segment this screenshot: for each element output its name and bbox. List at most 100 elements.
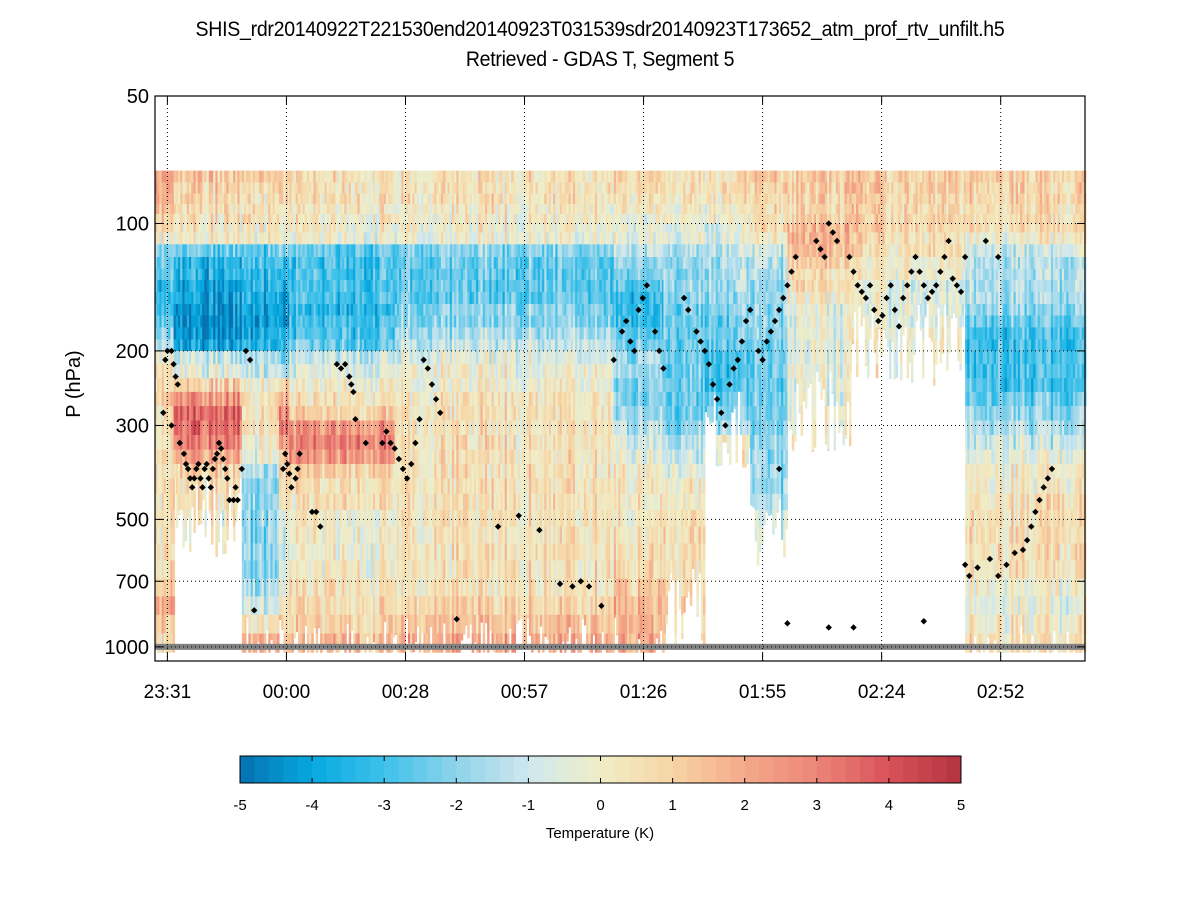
heatmap-cell xyxy=(447,339,450,352)
heatmap-cell xyxy=(335,193,338,205)
heatmap-cell xyxy=(339,315,343,328)
heatmap-cell xyxy=(204,526,207,538)
heatmap-cell xyxy=(309,478,312,495)
heatmap-cell xyxy=(259,526,262,544)
heatmap-cell xyxy=(350,449,354,465)
heatmap-cell xyxy=(300,526,303,544)
heatmap-cell xyxy=(381,327,385,340)
heatmap-cell xyxy=(353,420,356,436)
heatmap-cell xyxy=(266,315,269,328)
heatmap-cell xyxy=(217,364,221,379)
heatmap-cell xyxy=(277,257,280,270)
heatmap-cell xyxy=(388,232,391,245)
heatmap-cell xyxy=(377,526,380,544)
heatmap-cell xyxy=(449,449,453,465)
heatmap-cell xyxy=(473,350,477,365)
heatmap-cell xyxy=(283,204,286,215)
heatmap-cell xyxy=(326,223,330,233)
heatmap-cell xyxy=(427,510,431,527)
heatmap-cell xyxy=(451,478,455,495)
heatmap-cell xyxy=(259,204,262,215)
heatmap-cell xyxy=(418,378,422,393)
heatmap-cell xyxy=(322,204,325,215)
heatmap-cell xyxy=(454,391,457,407)
heatmap-cell xyxy=(222,391,225,407)
heatmap-cell xyxy=(170,339,173,352)
heatmap-cell xyxy=(270,449,273,465)
heatmap-cell xyxy=(184,464,188,479)
heatmap-cell xyxy=(277,364,280,379)
heatmap-cell xyxy=(454,327,457,340)
heatmap-cell xyxy=(211,214,214,224)
heatmap-cell xyxy=(379,510,382,527)
heatmap-cell xyxy=(434,493,437,511)
heatmap-cell xyxy=(168,223,171,233)
heatmap-cell xyxy=(222,244,225,258)
heatmap-cell xyxy=(313,268,316,281)
heatmap-cell xyxy=(274,493,278,511)
heatmap-cell xyxy=(175,526,179,528)
heatmap-cell xyxy=(456,478,459,495)
heatmap-cell xyxy=(390,232,393,245)
heatmap-cell xyxy=(315,291,319,305)
heatmap-cell xyxy=(268,182,271,194)
heatmap-cell xyxy=(289,464,292,479)
heatmap-cell xyxy=(279,420,282,436)
heatmap-cell xyxy=(161,364,165,379)
heatmap-cell xyxy=(306,291,310,305)
heatmap-cell xyxy=(322,391,325,407)
heatmap-cell xyxy=(348,280,352,293)
heatmap-cell xyxy=(170,182,173,194)
heatmap-cell xyxy=(261,596,265,616)
heatmap-cell xyxy=(469,232,472,245)
heatmap-cell xyxy=(293,304,297,316)
heatmap-cell xyxy=(372,543,376,561)
heatmap-cell xyxy=(394,364,398,379)
heatmap-cell xyxy=(193,315,196,328)
heatmap-cell xyxy=(263,170,267,183)
heatmap-cell xyxy=(161,193,165,205)
heatmap-cell xyxy=(364,339,367,352)
heatmap-cell xyxy=(270,223,273,233)
heatmap-cell xyxy=(259,435,262,450)
heatmap-cell xyxy=(277,244,280,258)
heatmap-cell xyxy=(268,244,271,258)
heatmap-cell xyxy=(392,406,396,421)
heatmap-cell xyxy=(454,420,457,436)
heatmap-cell xyxy=(405,257,409,270)
heatmap-cell xyxy=(469,526,472,544)
heatmap-cell xyxy=(458,596,461,616)
heatmap-cell xyxy=(208,214,212,224)
heatmap-cell xyxy=(392,232,396,245)
heatmap-cell xyxy=(193,406,196,421)
heatmap-cell xyxy=(410,182,413,194)
heatmap-cell xyxy=(339,449,343,465)
heatmap-cell xyxy=(425,244,428,258)
heatmap-cell xyxy=(339,268,343,281)
heatmap-cell xyxy=(462,291,466,305)
heatmap-cell xyxy=(375,510,378,527)
heatmap-cell xyxy=(289,339,292,352)
heatmap-cell xyxy=(359,315,363,328)
heatmap-cell xyxy=(346,578,349,597)
heatmap-cell xyxy=(170,449,173,465)
heatmap-cell xyxy=(379,420,382,436)
heatmap-cell xyxy=(246,543,249,561)
heatmap-cell xyxy=(252,257,256,270)
heatmap-cell xyxy=(436,244,439,258)
heatmap-cell xyxy=(423,327,426,340)
heatmap-cell xyxy=(401,578,404,597)
heatmap-cell xyxy=(163,578,167,597)
heatmap-cell xyxy=(287,526,291,544)
heatmap-cell xyxy=(170,560,173,579)
heatmap-cell xyxy=(215,193,218,205)
heatmap-cell xyxy=(388,182,391,194)
heatmap-cell xyxy=(241,435,245,450)
heatmap-cell xyxy=(204,464,207,479)
heatmap-cell xyxy=(178,350,181,365)
heatmap-cell xyxy=(339,204,343,215)
heatmap-cell xyxy=(257,478,260,495)
heatmap-cell xyxy=(166,280,169,293)
heatmap-cell xyxy=(306,526,310,544)
heatmap-cell xyxy=(469,614,472,625)
